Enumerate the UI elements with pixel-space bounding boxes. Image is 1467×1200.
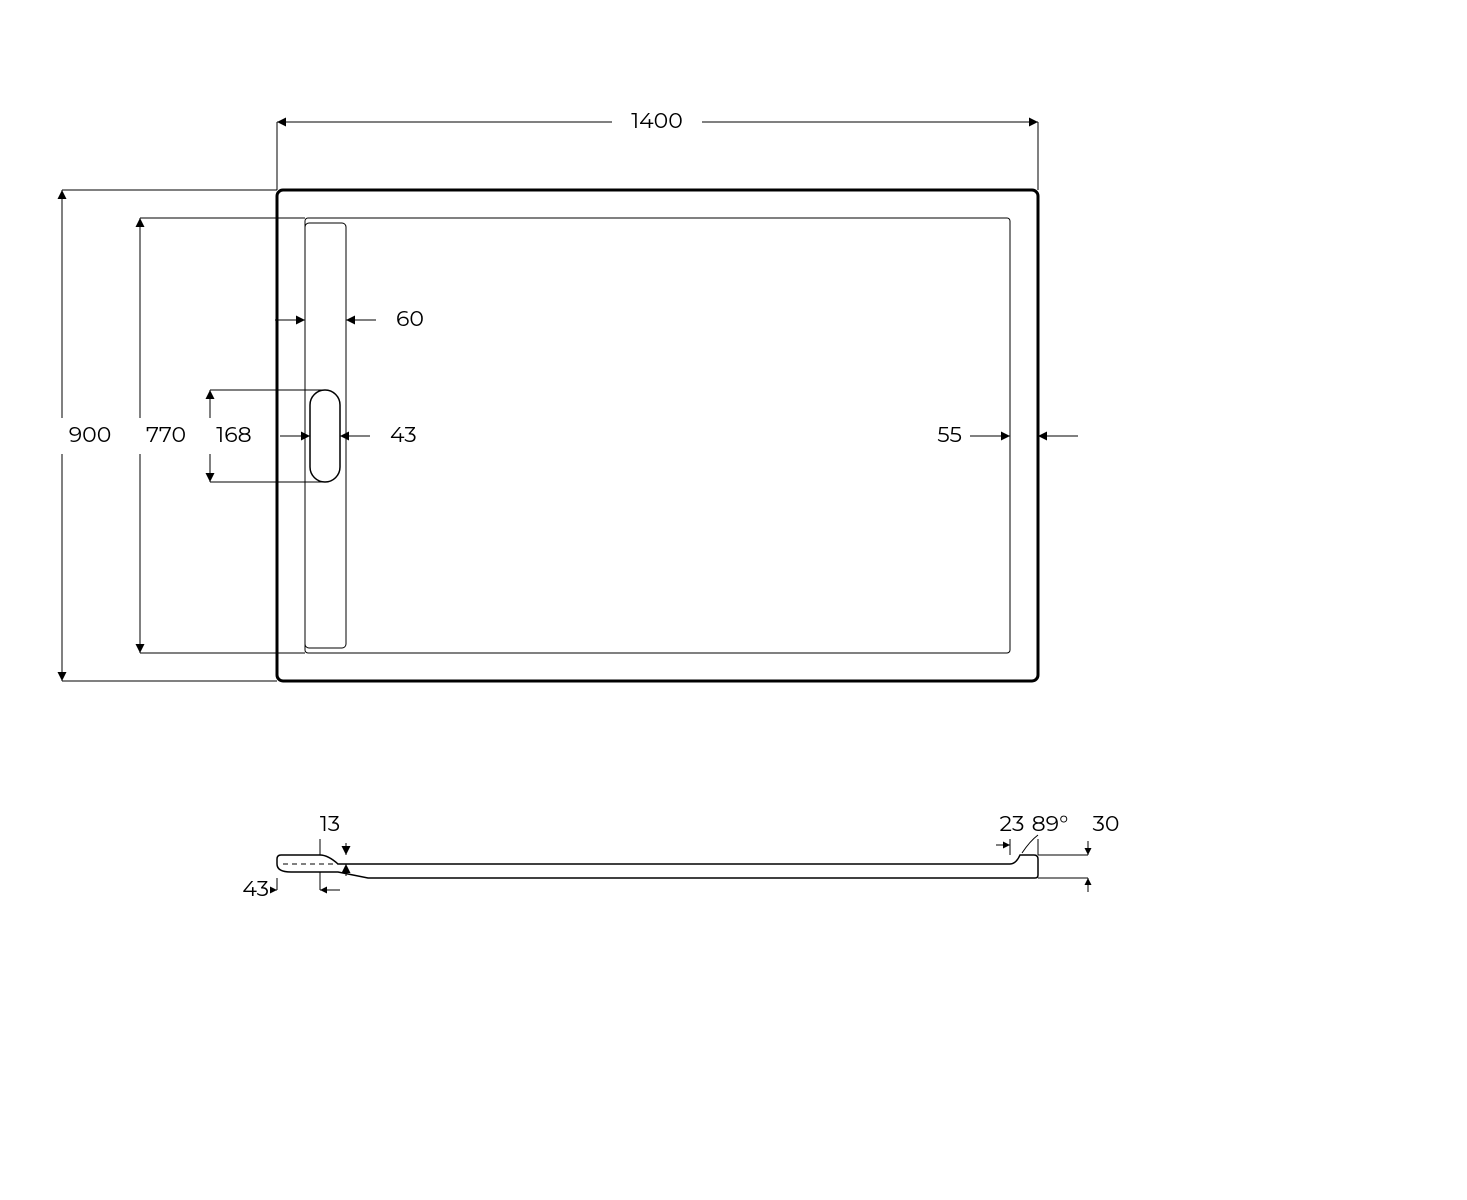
section-profile (277, 855, 1038, 878)
technical-drawing: 1400 900 770 168 60 43 55 13 43 23 89° 30 (0, 0, 1467, 1200)
dim-900: 900 (69, 421, 112, 448)
dim-43: 43 (390, 421, 417, 448)
dim-168: 168 (216, 421, 251, 448)
dim-30: 30 (1093, 810, 1120, 837)
dim-55: 55 (937, 421, 962, 448)
dim-770: 770 (146, 421, 186, 448)
dim-43-side: 43 (242, 875, 269, 902)
dim-13: 13 (320, 810, 340, 837)
dim-23: 23 (1000, 810, 1025, 837)
dim-60: 60 (396, 305, 424, 332)
drain-slot (310, 390, 340, 482)
dim-1400: 1400 (631, 107, 683, 134)
dim-89deg: 89° (1032, 810, 1069, 837)
